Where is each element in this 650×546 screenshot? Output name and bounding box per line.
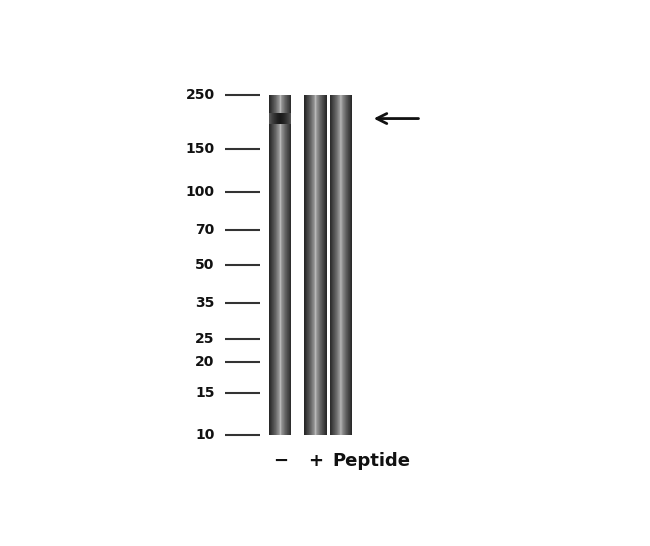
Text: 35: 35 <box>196 296 215 310</box>
Text: +: + <box>308 452 323 470</box>
Text: 100: 100 <box>186 185 214 199</box>
Text: 25: 25 <box>195 331 215 346</box>
Text: −: − <box>272 452 288 470</box>
Text: 250: 250 <box>186 88 214 102</box>
Text: 70: 70 <box>196 223 215 236</box>
Text: 10: 10 <box>196 429 215 442</box>
Text: 150: 150 <box>186 142 214 156</box>
Text: 50: 50 <box>196 258 215 272</box>
Text: 20: 20 <box>196 355 215 369</box>
Text: Peptide: Peptide <box>332 452 410 470</box>
Text: 15: 15 <box>195 385 215 400</box>
